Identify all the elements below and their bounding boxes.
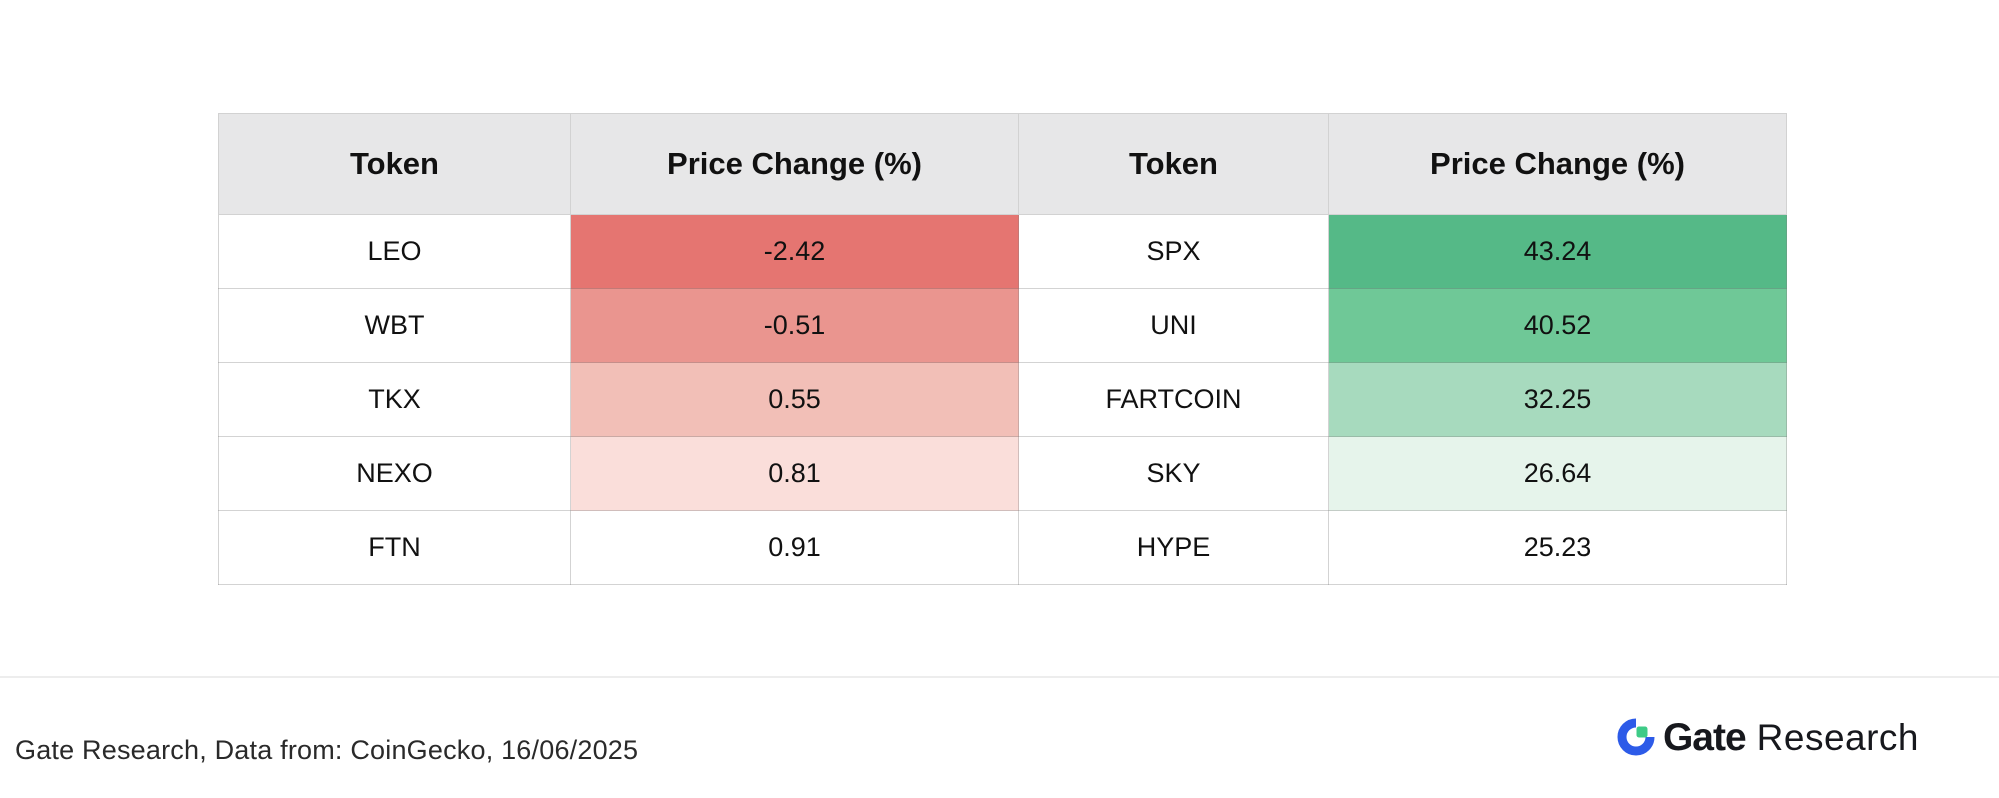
data-source-note: Gate Research, Data from: CoinGecko, 16/… bbox=[15, 734, 639, 765]
token-cell: SKY bbox=[1018, 436, 1329, 511]
change-cell: 32.25 bbox=[1328, 362, 1787, 437]
table-row: NEXO 0.81 SKY 26.64 bbox=[218, 436, 1787, 511]
token-cell: SPX bbox=[1018, 214, 1329, 289]
header-change-right: Price Change (%) bbox=[1328, 113, 1787, 215]
token-cell: WBT bbox=[218, 288, 571, 363]
header-token-right: Token bbox=[1018, 113, 1329, 215]
header-token-left: Token bbox=[218, 113, 571, 215]
table-row: TKX 0.55 FARTCOIN 32.25 bbox=[218, 362, 1787, 437]
price-change-table: Token Price Change (%) Token Price Chang… bbox=[218, 113, 1787, 585]
logo-wordmark-bold: Gate bbox=[1662, 715, 1747, 759]
token-cell: NEXO bbox=[218, 436, 571, 511]
change-cell: 0.81 bbox=[570, 436, 1019, 511]
table-row: FTN 0.91 HYPE 25.23 bbox=[218, 510, 1787, 585]
token-cell: HYPE bbox=[1018, 510, 1329, 585]
change-cell: -2.42 bbox=[570, 214, 1019, 289]
table-row: WBT -0.51 UNI 40.52 bbox=[218, 288, 1787, 363]
change-cell: 25.23 bbox=[1328, 510, 1787, 585]
change-cell: 43.24 bbox=[1328, 214, 1787, 289]
token-cell: LEO bbox=[218, 214, 571, 289]
header-change-left: Price Change (%) bbox=[570, 113, 1019, 215]
token-cell: FTN bbox=[218, 510, 571, 585]
change-cell: 40.52 bbox=[1328, 288, 1787, 363]
gate-logo-icon bbox=[1617, 718, 1655, 756]
logo-wordmark-regular: Research bbox=[1756, 716, 1919, 758]
change-cell: 26.64 bbox=[1328, 436, 1787, 511]
token-cell: UNI bbox=[1018, 288, 1329, 363]
change-cell: -0.51 bbox=[570, 288, 1019, 363]
table-row: LEO -2.42 SPX 43.24 bbox=[218, 214, 1787, 289]
change-cell: 0.55 bbox=[570, 362, 1019, 437]
token-cell: TKX bbox=[218, 362, 571, 437]
change-cell: 0.91 bbox=[570, 510, 1019, 585]
token-cell: FARTCOIN bbox=[1018, 362, 1329, 437]
price-change-table-container: Token Price Change (%) Token Price Chang… bbox=[218, 113, 1787, 585]
gate-research-logo: Gate Research bbox=[1616, 714, 1919, 760]
header-row: Token Price Change (%) Token Price Chang… bbox=[218, 113, 1787, 215]
footer-divider bbox=[0, 676, 1999, 678]
